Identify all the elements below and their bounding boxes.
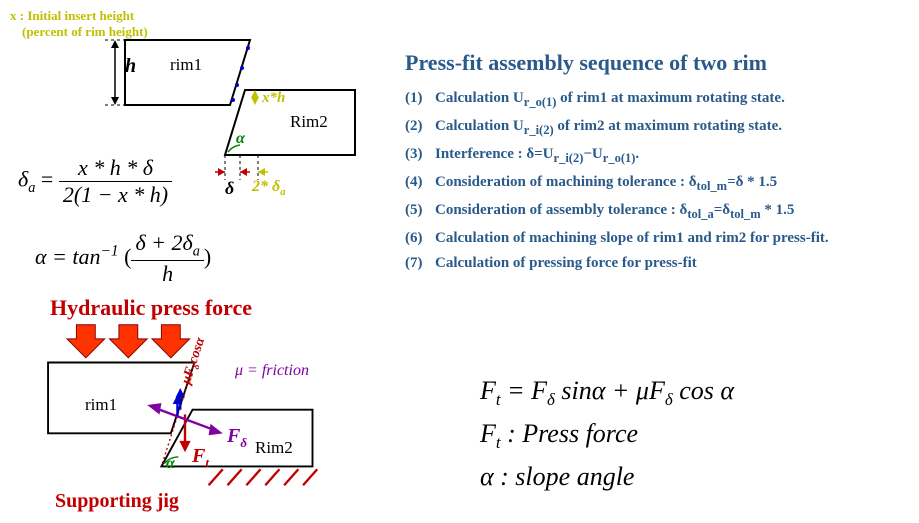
- diagram2-fdelta-label: Fδ: [227, 425, 247, 451]
- diagram-press-force: [30, 320, 340, 490]
- diagram1-alpha-label: α: [236, 130, 245, 148]
- sequence-item: (3)Interference : δ=Ur_i(2)−Ur_o(1).: [405, 146, 829, 166]
- diagram1-xh-label: x*h: [262, 90, 285, 107]
- diagram2-ft-label: Ft: [192, 445, 209, 471]
- diagram2-rim1-label: rim1: [85, 395, 117, 415]
- sequence-item: (7)Calculation of pressing force for pre…: [405, 255, 829, 272]
- diagram2-mu-label: μ = friction: [235, 362, 309, 380]
- supporting-jig-label: Supporting jig: [55, 490, 179, 513]
- note-line1: x : Initial insert height: [10, 8, 148, 24]
- sequence-item: (5)Consideration of assembly tolerance :…: [405, 202, 829, 222]
- formula-ft-line2: Ft : Press force: [480, 413, 734, 456]
- hydraulic-title: Hydraulic press force: [50, 295, 252, 321]
- diagram2-alpha-label: α: [166, 455, 175, 473]
- diagram1-2deltaa-label: 2* δa: [252, 178, 285, 198]
- formula-alpha: α = tan−1 ( δ + 2δa h ): [35, 230, 211, 287]
- formula-ft-block: Ft = Fδ sinα + μFδ cos α Ft : Press forc…: [480, 370, 734, 498]
- formula-delta-a: δa = x * h * δ 2(1 − x * h): [18, 155, 172, 208]
- formula-ft-line1: Ft = Fδ sinα + μFδ cos α: [480, 370, 734, 413]
- diagram1-rim2-label: Rim2: [290, 112, 328, 132]
- formula-ft-line3: α : slope angle: [480, 456, 734, 498]
- diagram1-h-label: h: [125, 55, 136, 78]
- sequence-item: (4)Consideration of machining tolerance …: [405, 174, 829, 194]
- sequence-list: (1)Calculation Ur_o(1) of rim1 at maximu…: [405, 90, 829, 280]
- sequence-item: (2)Calculation Ur_i(2) of rim2 at maximu…: [405, 118, 829, 138]
- diagram2-rim2-label: Rim2: [255, 438, 293, 458]
- sequence-item: (6)Calculation of machining slope of rim…: [405, 230, 829, 247]
- sequence-item: (1)Calculation Ur_o(1) of rim1 at maximu…: [405, 90, 829, 110]
- diagram1-rim1-label: rim1: [170, 55, 202, 75]
- diagram1-delta-label: δ: [225, 178, 234, 199]
- sequence-title: Press-fit assembly sequence of two rim: [405, 50, 767, 76]
